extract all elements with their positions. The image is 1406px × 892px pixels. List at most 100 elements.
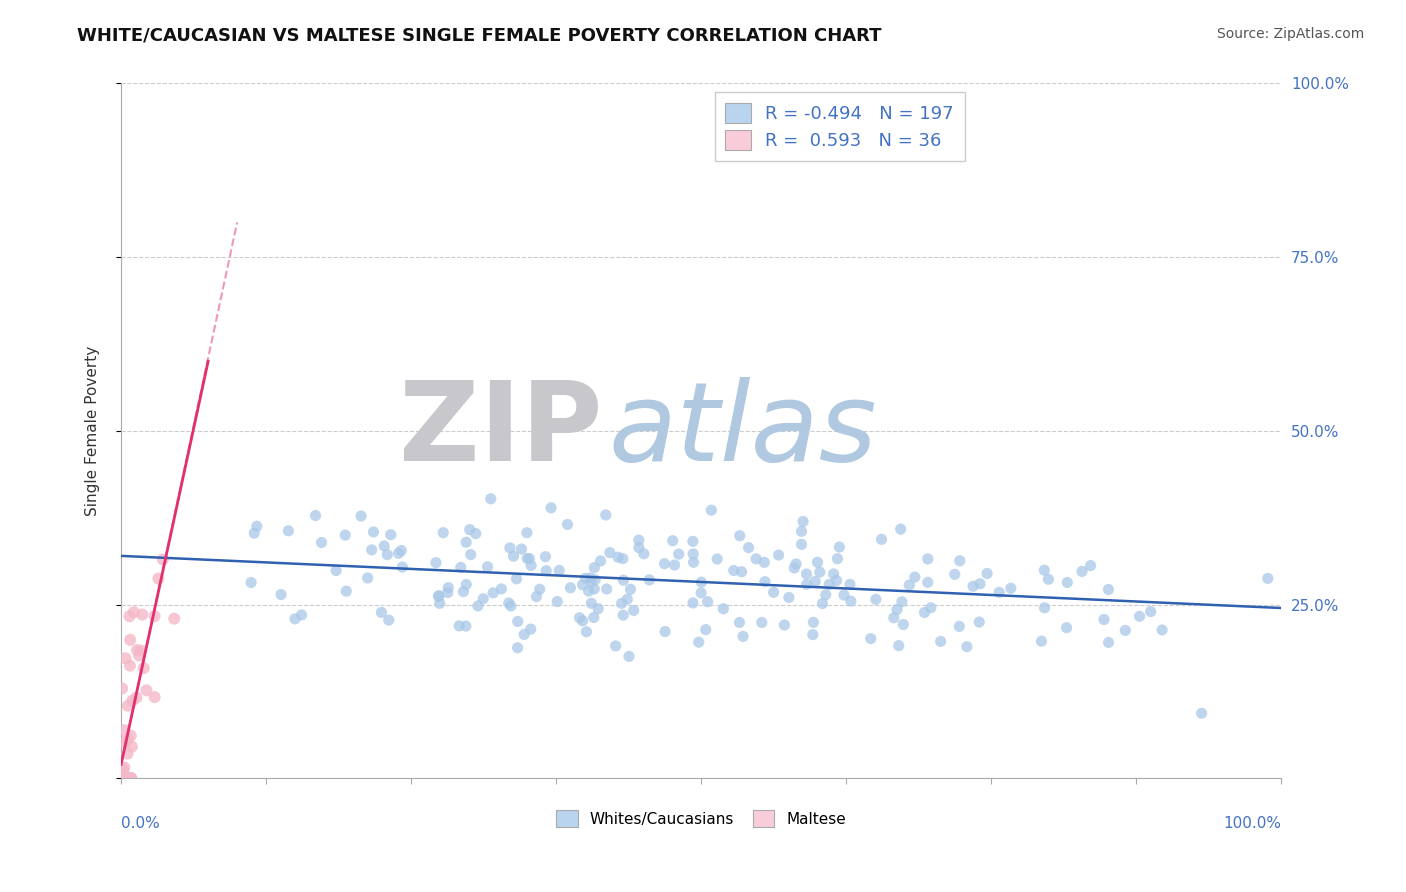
Point — [682, 534, 704, 549]
Point — [962, 579, 984, 593]
Point — [246, 519, 269, 533]
Point — [886, 602, 908, 616]
Point — [499, 541, 522, 555]
Point — [948, 619, 970, 633]
Point — [768, 548, 790, 562]
Point — [499, 599, 522, 613]
Point — [801, 627, 824, 641]
Point — [122, 605, 145, 619]
Point — [1097, 582, 1119, 597]
Point — [803, 615, 825, 630]
Point — [1033, 600, 1056, 615]
Point — [754, 574, 776, 589]
Point — [120, 729, 142, 743]
Point — [117, 698, 139, 713]
Point — [454, 619, 477, 633]
Point — [578, 584, 600, 599]
Text: atlas: atlas — [609, 377, 877, 484]
Point — [988, 585, 1011, 599]
Point — [131, 607, 153, 622]
Point — [605, 639, 627, 653]
Point — [627, 541, 650, 555]
Point — [828, 540, 851, 554]
Point — [616, 592, 638, 607]
Point — [540, 500, 562, 515]
Point — [380, 527, 402, 541]
Point — [534, 564, 557, 578]
Point — [117, 732, 139, 747]
Point — [163, 612, 186, 626]
Point — [823, 566, 845, 581]
Point — [520, 558, 543, 573]
Point — [696, 595, 718, 609]
Point — [290, 607, 312, 622]
Point — [728, 529, 751, 543]
Point — [482, 586, 505, 600]
Point — [135, 683, 157, 698]
Point — [818, 577, 841, 591]
Point — [506, 640, 529, 655]
Point — [335, 584, 357, 599]
Point — [111, 771, 134, 785]
Point — [731, 629, 754, 643]
Point — [1128, 609, 1150, 624]
Point — [132, 661, 155, 675]
Point — [943, 567, 966, 582]
Point — [148, 572, 170, 586]
Point — [360, 542, 382, 557]
Point — [790, 524, 813, 539]
Point — [1152, 623, 1174, 637]
Point — [1056, 575, 1078, 590]
Point — [118, 771, 141, 785]
Point — [118, 609, 141, 624]
Point — [479, 491, 502, 506]
Point — [1257, 571, 1279, 585]
Point — [579, 571, 602, 585]
Point — [152, 552, 174, 566]
Point — [111, 771, 134, 785]
Point — [688, 635, 710, 649]
Point — [464, 526, 486, 541]
Point — [506, 615, 529, 629]
Point — [745, 552, 768, 566]
Point — [118, 658, 141, 673]
Point — [114, 723, 136, 738]
Point — [619, 582, 641, 597]
Point — [773, 618, 796, 632]
Point — [661, 533, 683, 548]
Point — [117, 747, 139, 761]
Point — [1000, 582, 1022, 596]
Point — [505, 572, 527, 586]
Text: WHITE/CAUCASIAN VS MALTESE SINGLE FEMALE POVERTY CORRELATION CHART: WHITE/CAUCASIAN VS MALTESE SINGLE FEMALE… — [77, 27, 882, 45]
Point — [111, 681, 134, 696]
Point — [1056, 621, 1078, 635]
Point — [389, 543, 412, 558]
Point — [904, 570, 927, 584]
Legend: Whites/Caucasians, Maltese: Whites/Caucasians, Maltese — [550, 805, 852, 833]
Point — [883, 611, 905, 625]
Point — [638, 573, 661, 587]
Point — [534, 549, 557, 564]
Point — [581, 575, 603, 590]
Point — [920, 600, 942, 615]
Point — [711, 601, 734, 615]
Point — [582, 610, 605, 624]
Point — [668, 547, 690, 561]
Point — [633, 547, 655, 561]
Point — [129, 643, 152, 657]
Point — [1031, 634, 1053, 648]
Point — [456, 535, 478, 549]
Point — [967, 615, 990, 629]
Point — [526, 590, 548, 604]
Point — [112, 760, 135, 774]
Point — [796, 566, 818, 581]
Point — [890, 522, 912, 536]
Point — [917, 552, 939, 566]
Point — [917, 575, 939, 590]
Point — [571, 614, 593, 628]
Point — [581, 596, 603, 610]
Point — [814, 588, 837, 602]
Point — [472, 591, 495, 606]
Point — [513, 627, 536, 641]
Point — [114, 735, 136, 749]
